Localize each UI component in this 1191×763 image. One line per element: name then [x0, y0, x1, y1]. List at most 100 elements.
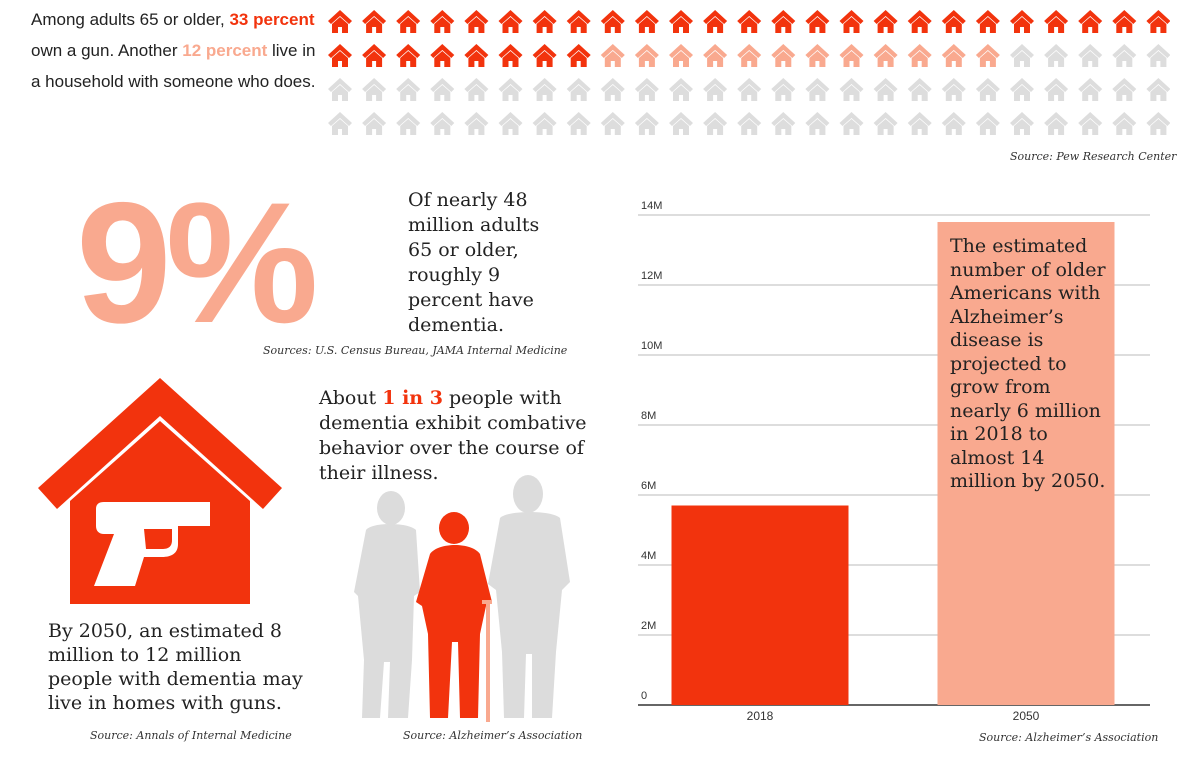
house-icon [839, 10, 864, 33]
house-icon [737, 44, 762, 67]
alzheimers-bar-chart: 0 2M 4M 6M 8M 10M 12M 14M 2018 2050 [638, 200, 1150, 723]
house-icon [362, 112, 387, 135]
x-tick-label: 2050 [1013, 709, 1040, 723]
house-icon [941, 44, 966, 67]
house-icon [328, 112, 352, 135]
house-icon [1044, 112, 1069, 135]
house-icon [566, 10, 591, 33]
house-icon [566, 44, 591, 67]
house-icon [805, 78, 830, 101]
house-icon [430, 44, 455, 67]
house-icon [1010, 78, 1034, 101]
chart-annotation: The estimated number of older Americans … [950, 235, 1106, 492]
house-icon [1010, 10, 1034, 33]
house-icon [941, 10, 966, 33]
house-icon [396, 10, 421, 33]
combative-ratio: 1 in 3 [382, 387, 443, 409]
house-icon [498, 112, 523, 135]
house-icon [703, 44, 728, 67]
intro-after: live in a household with someone who doe… [31, 41, 316, 91]
house-icon [975, 112, 1000, 135]
bar-2050 [937, 222, 1115, 705]
house-icon [532, 44, 557, 67]
house-icon [907, 78, 932, 101]
house-icon [498, 78, 523, 101]
household-gun-percent: 12 percent [182, 41, 268, 60]
house-icon [600, 10, 625, 33]
house-icon [771, 44, 796, 67]
house-icon [771, 10, 796, 33]
house-icon [1112, 10, 1137, 33]
house-icon [498, 10, 523, 33]
combative-text: About 1 in 3 people with dementia exhibi… [319, 386, 594, 486]
house-icon [1078, 112, 1103, 135]
house-icon [873, 10, 898, 33]
house-icon [396, 78, 421, 101]
house-icon [328, 78, 352, 101]
house-icon [328, 44, 352, 67]
house-icon [634, 78, 659, 101]
house-icon [1078, 10, 1103, 33]
house-icon [1044, 44, 1069, 67]
house-icon [975, 44, 1000, 67]
y-tick-label: 4M [641, 550, 656, 562]
house-icon [1146, 112, 1170, 135]
house-icon [1146, 10, 1170, 33]
house-icon [532, 78, 557, 101]
house-waffle-grid [328, 10, 1170, 135]
house-icon [1078, 44, 1103, 67]
house-icon [430, 10, 455, 33]
combative-before: About [319, 387, 383, 409]
y-tick-label: 14M [641, 200, 662, 212]
house-icon [600, 112, 625, 135]
house-icon [1146, 78, 1170, 101]
house-icon [703, 10, 728, 33]
house-icon [941, 112, 966, 135]
house-icon [1044, 78, 1069, 101]
house-icon [975, 10, 1000, 33]
house-icon [975, 78, 1000, 101]
house-icon [634, 10, 659, 33]
house-icon [771, 78, 796, 101]
intro-text: Among adults 65 or older, 33 percent own… [31, 4, 316, 97]
house-icon [1078, 78, 1103, 101]
house-icon [1010, 112, 1034, 135]
bar-2018 [671, 505, 849, 705]
house-icon [805, 112, 830, 135]
house-icon [907, 44, 932, 67]
house-icon [941, 78, 966, 101]
house-icon [532, 112, 557, 135]
house-icon [634, 112, 659, 135]
intro-middle: own a gun. Another [31, 41, 183, 60]
source-alzheimers-2: Source: Alzheimer’s Association [979, 731, 1159, 744]
y-tick-label: 8M [641, 410, 656, 422]
house-icon [805, 44, 830, 67]
source-census: Sources: U.S. Census Bureau, JAMA Intern… [263, 344, 568, 357]
house-icon [566, 112, 591, 135]
house-icon [600, 44, 625, 67]
x-tick-label: 2018 [747, 709, 774, 723]
house-icon [737, 112, 762, 135]
house-icon [839, 78, 864, 101]
house-icon [873, 112, 898, 135]
guns-homes-text: By 2050, an estimated 8 million to 12 mi… [48, 620, 303, 714]
house-icon [805, 10, 830, 33]
house-icon [430, 112, 455, 135]
house-icon [907, 10, 932, 33]
y-tick-label: 10M [641, 340, 662, 352]
y-tick-label: 2M [641, 620, 656, 632]
house-icon [396, 44, 421, 67]
house-icon [703, 78, 728, 101]
intro-before: Among adults 65 or older, [31, 10, 230, 29]
house-icon [907, 112, 932, 135]
house-icon [396, 112, 421, 135]
house-icon [600, 78, 625, 101]
house-icon [669, 44, 693, 67]
house-icon [1010, 44, 1034, 67]
house-icon [1044, 10, 1069, 33]
house-icon [771, 112, 796, 135]
house-icon [362, 44, 387, 67]
y-tick-label: 12M [641, 270, 662, 282]
house-icon [566, 78, 591, 101]
house-icon [669, 78, 693, 101]
